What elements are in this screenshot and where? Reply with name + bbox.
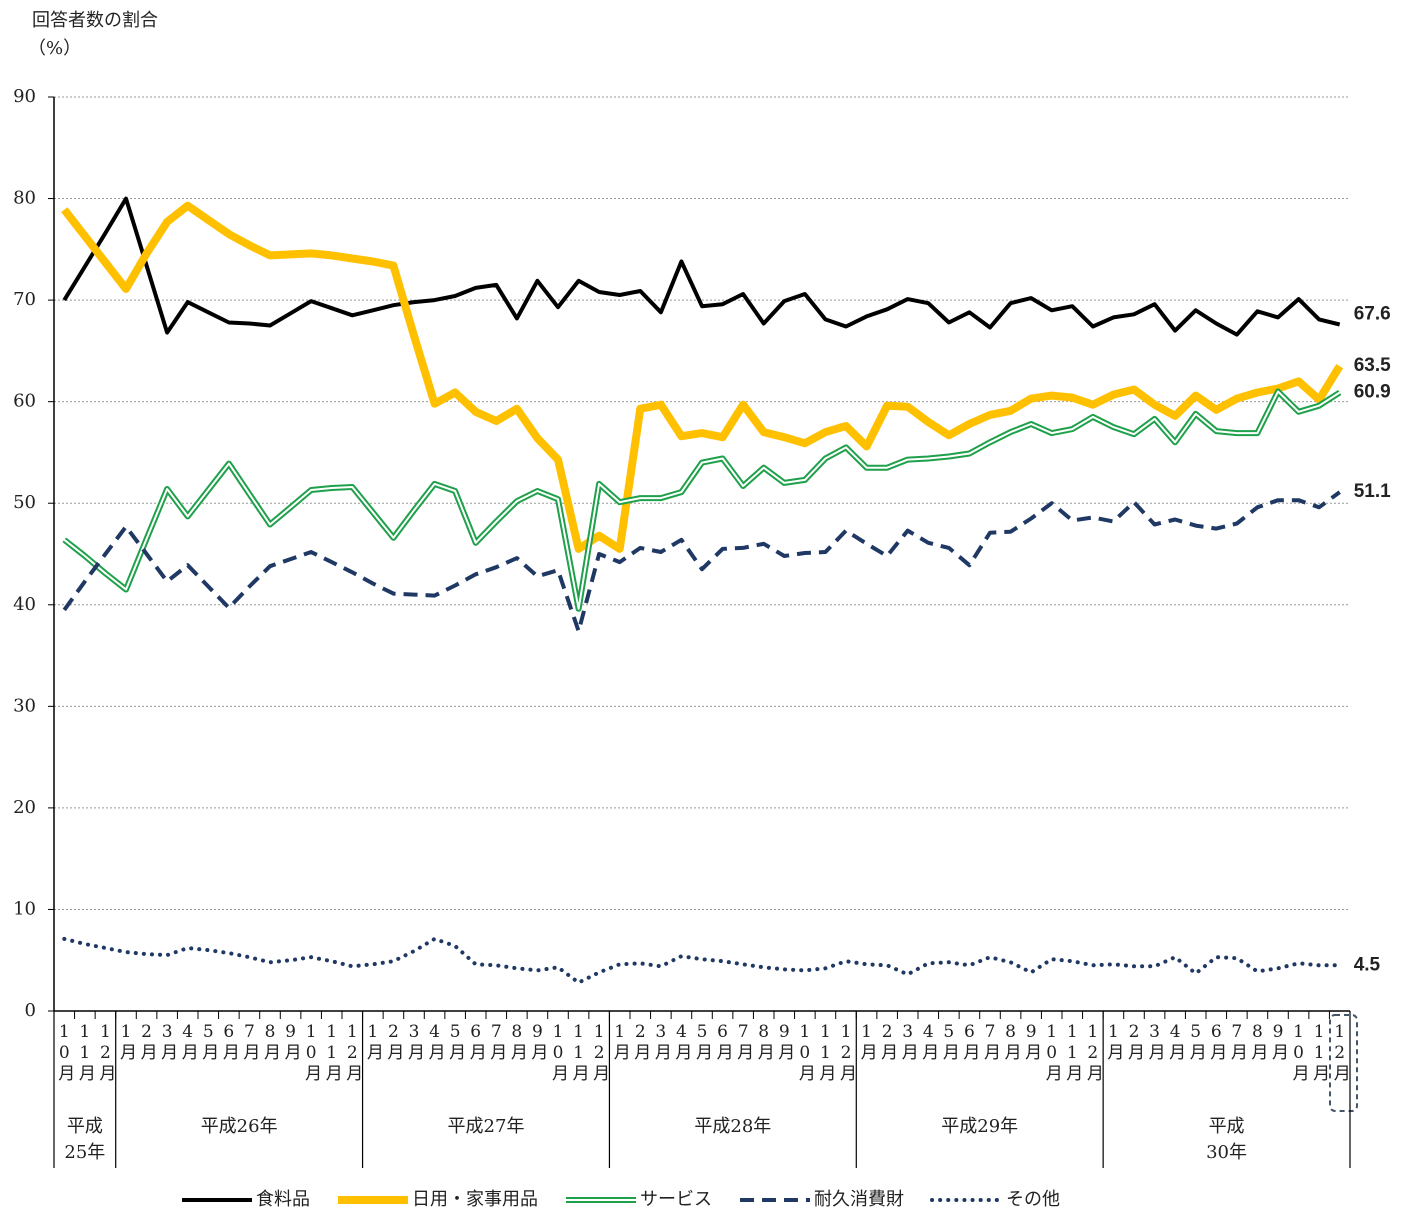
x-tick-label: 9月 <box>774 1022 795 1061</box>
x-tick-label: 5月 <box>692 1022 713 1061</box>
x-tick-label: 6月 <box>466 1022 487 1061</box>
y-tick-label: 40 <box>13 594 36 615</box>
series-line <box>62 196 1341 337</box>
end-label: 51.1 <box>1354 481 1391 502</box>
x-tick-label: 1月 <box>116 1022 137 1061</box>
x-tick-label: 8月 <box>260 1022 281 1061</box>
highlight-box <box>1329 1014 1358 1112</box>
x-tick-label: 12月 <box>836 1022 857 1082</box>
x-tick-label: 7月 <box>239 1022 260 1061</box>
x-tick-label: 2月 <box>1124 1022 1145 1061</box>
x-tick-label: 11月 <box>569 1022 590 1082</box>
legend-label: 耐久消費財 <box>814 1189 904 1210</box>
x-tick-label: 11月 <box>322 1022 343 1082</box>
end-label: 4.5 <box>1354 954 1381 975</box>
x-tick-label: 7月 <box>486 1022 507 1061</box>
x-tick-label: 5月 <box>198 1022 219 1061</box>
x-tick-label: 10月 <box>54 1022 75 1082</box>
x-tick-label: 3月 <box>651 1022 672 1061</box>
x-tick-label: 11月 <box>815 1022 836 1082</box>
x-tick-label: 4月 <box>425 1022 446 1061</box>
y-tick-label: 20 <box>13 797 36 818</box>
x-tick-label: 5月 <box>939 1022 960 1061</box>
y-tick-label: 0 <box>25 1000 36 1021</box>
year-label: 平成 25年 <box>64 1116 105 1163</box>
y-axis-unit: （%） <box>28 38 81 59</box>
x-tick-label: 6月 <box>713 1022 734 1061</box>
y-tick-label: 80 <box>13 188 36 209</box>
x-tick-label: 1月 <box>1103 1022 1124 1061</box>
x-tick-label: 12月 <box>589 1022 610 1082</box>
x-tick-label: 5月 <box>445 1022 466 1061</box>
series-line <box>62 936 1342 985</box>
y-tick-label: 90 <box>13 86 36 107</box>
series-line <box>62 490 1341 634</box>
y-tick-label: 70 <box>13 289 36 310</box>
x-tick-label: 4月 <box>671 1022 692 1061</box>
year-label: 平成 30年 <box>1206 1116 1247 1163</box>
x-tick-label: 8月 <box>507 1022 528 1061</box>
y-tick-label: 50 <box>13 492 36 513</box>
x-tick-label: 6月 <box>219 1022 240 1061</box>
x-tick-label: 6月 <box>959 1022 980 1061</box>
x-tick-label: 10月 <box>1042 1022 1063 1082</box>
x-tick-label: 2月 <box>383 1022 404 1061</box>
x-tick-label: 9月 <box>1268 1022 1289 1061</box>
y-tick-label: 10 <box>13 898 36 919</box>
year-label: 平成27年 <box>448 1116 525 1137</box>
x-tick-label: 9月 <box>527 1022 548 1061</box>
x-tick-label: 8月 <box>754 1022 775 1061</box>
year-label: 平成29年 <box>941 1116 1018 1137</box>
year-label: 平成28年 <box>694 1116 771 1137</box>
x-tick-label: 1月 <box>857 1022 878 1061</box>
x-tick-label: 11月 <box>1309 1022 1330 1082</box>
x-tick-label: 10月 <box>548 1022 569 1082</box>
x-tick-label: 3月 <box>1145 1022 1166 1061</box>
x-tick-label: 4月 <box>918 1022 939 1061</box>
x-tick-label: 9月 <box>1021 1022 1042 1061</box>
x-tick-label: 2月 <box>630 1022 651 1061</box>
end-label: 63.5 <box>1354 355 1391 376</box>
x-tick-label: 12月 <box>1083 1022 1104 1082</box>
series-line <box>61 201 1344 553</box>
x-tick-label: 5月 <box>1186 1022 1207 1061</box>
x-tick-label: 2月 <box>877 1022 898 1061</box>
legend-label: サービス <box>640 1189 712 1210</box>
x-tick-label: 6月 <box>1206 1022 1227 1061</box>
x-tick-label: 4月 <box>178 1022 199 1061</box>
year-label: 平成26年 <box>201 1116 278 1137</box>
x-tick-label: 7月 <box>733 1022 754 1061</box>
x-tick-label: 9月 <box>281 1022 302 1061</box>
x-tick-label: 12月 <box>1330 1022 1351 1082</box>
x-tick-label: 12月 <box>95 1022 116 1082</box>
x-tick-label: 11月 <box>75 1022 96 1082</box>
x-tick-label: 10月 <box>795 1022 816 1082</box>
x-tick-label: 3月 <box>157 1022 178 1061</box>
x-tick-label: 4月 <box>1165 1022 1186 1061</box>
x-tick-label: 3月 <box>404 1022 425 1061</box>
legend-label: その他 <box>1006 1189 1060 1210</box>
end-label: 67.6 <box>1354 304 1391 325</box>
x-tick-label: 11月 <box>1062 1022 1083 1082</box>
legend-label: 食料品 <box>256 1189 310 1210</box>
x-tick-label: 7月 <box>1227 1022 1248 1061</box>
x-tick-label: 8月 <box>1247 1022 1268 1061</box>
y-tick-label: 60 <box>13 391 36 412</box>
series-line-inner <box>63 390 1341 610</box>
x-tick-label: 3月 <box>898 1022 919 1061</box>
y-axis-label: 回答者数の割合 <box>32 10 158 31</box>
x-tick-label: 8月 <box>1001 1022 1022 1061</box>
x-tick-label: 10月 <box>301 1022 322 1082</box>
end-label: 60.9 <box>1354 382 1391 403</box>
x-tick-label: 2月 <box>137 1022 158 1061</box>
x-tick-label: 12月 <box>342 1022 363 1082</box>
x-tick-label: 1月 <box>610 1022 631 1061</box>
x-tick-label: 7月 <box>980 1022 1001 1061</box>
x-tick-label: 1月 <box>363 1022 384 1061</box>
x-tick-label: 10月 <box>1289 1022 1310 1082</box>
y-tick-label: 30 <box>13 695 36 716</box>
legend-label: 日用・家事用品 <box>412 1189 538 1210</box>
